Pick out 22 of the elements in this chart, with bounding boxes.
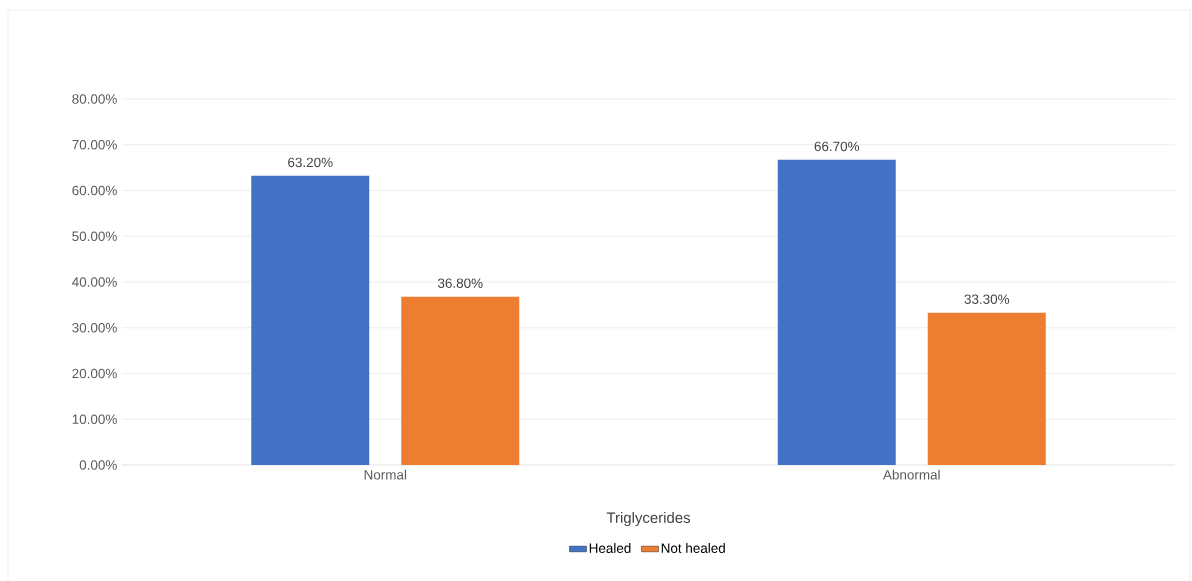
y-tick-label: 50.00% <box>72 231 117 241</box>
legend-label: Not healed <box>661 543 725 553</box>
bar <box>777 159 896 465</box>
legend-label: Healed <box>589 543 631 553</box>
y-tick-label: 0.00% <box>79 460 117 470</box>
data-label: 66.70% <box>814 141 860 152</box>
x-tick-label: Normal <box>364 469 407 480</box>
bar <box>401 296 520 465</box>
x-tick-label: Abnormal <box>883 469 940 480</box>
y-tick-label: 70.00% <box>72 139 117 150</box>
x-axis-title: Triglycerides <box>606 512 691 526</box>
data-label: 63.20% <box>288 157 333 168</box>
y-tick-label: 10.00% <box>72 414 117 424</box>
y-tick-label: 80.00% <box>72 94 117 104</box>
bar <box>251 175 370 465</box>
data-label: 33.30% <box>964 294 1010 304</box>
y-tick-label: 30.00% <box>72 322 117 333</box>
bar <box>927 312 1046 465</box>
y-tick-label: 20.00% <box>72 368 117 379</box>
y-tick-label: 60.00% <box>72 185 117 196</box>
data-label: 36.80% <box>437 278 483 288</box>
y-tick-label: 40.00% <box>72 277 117 287</box>
